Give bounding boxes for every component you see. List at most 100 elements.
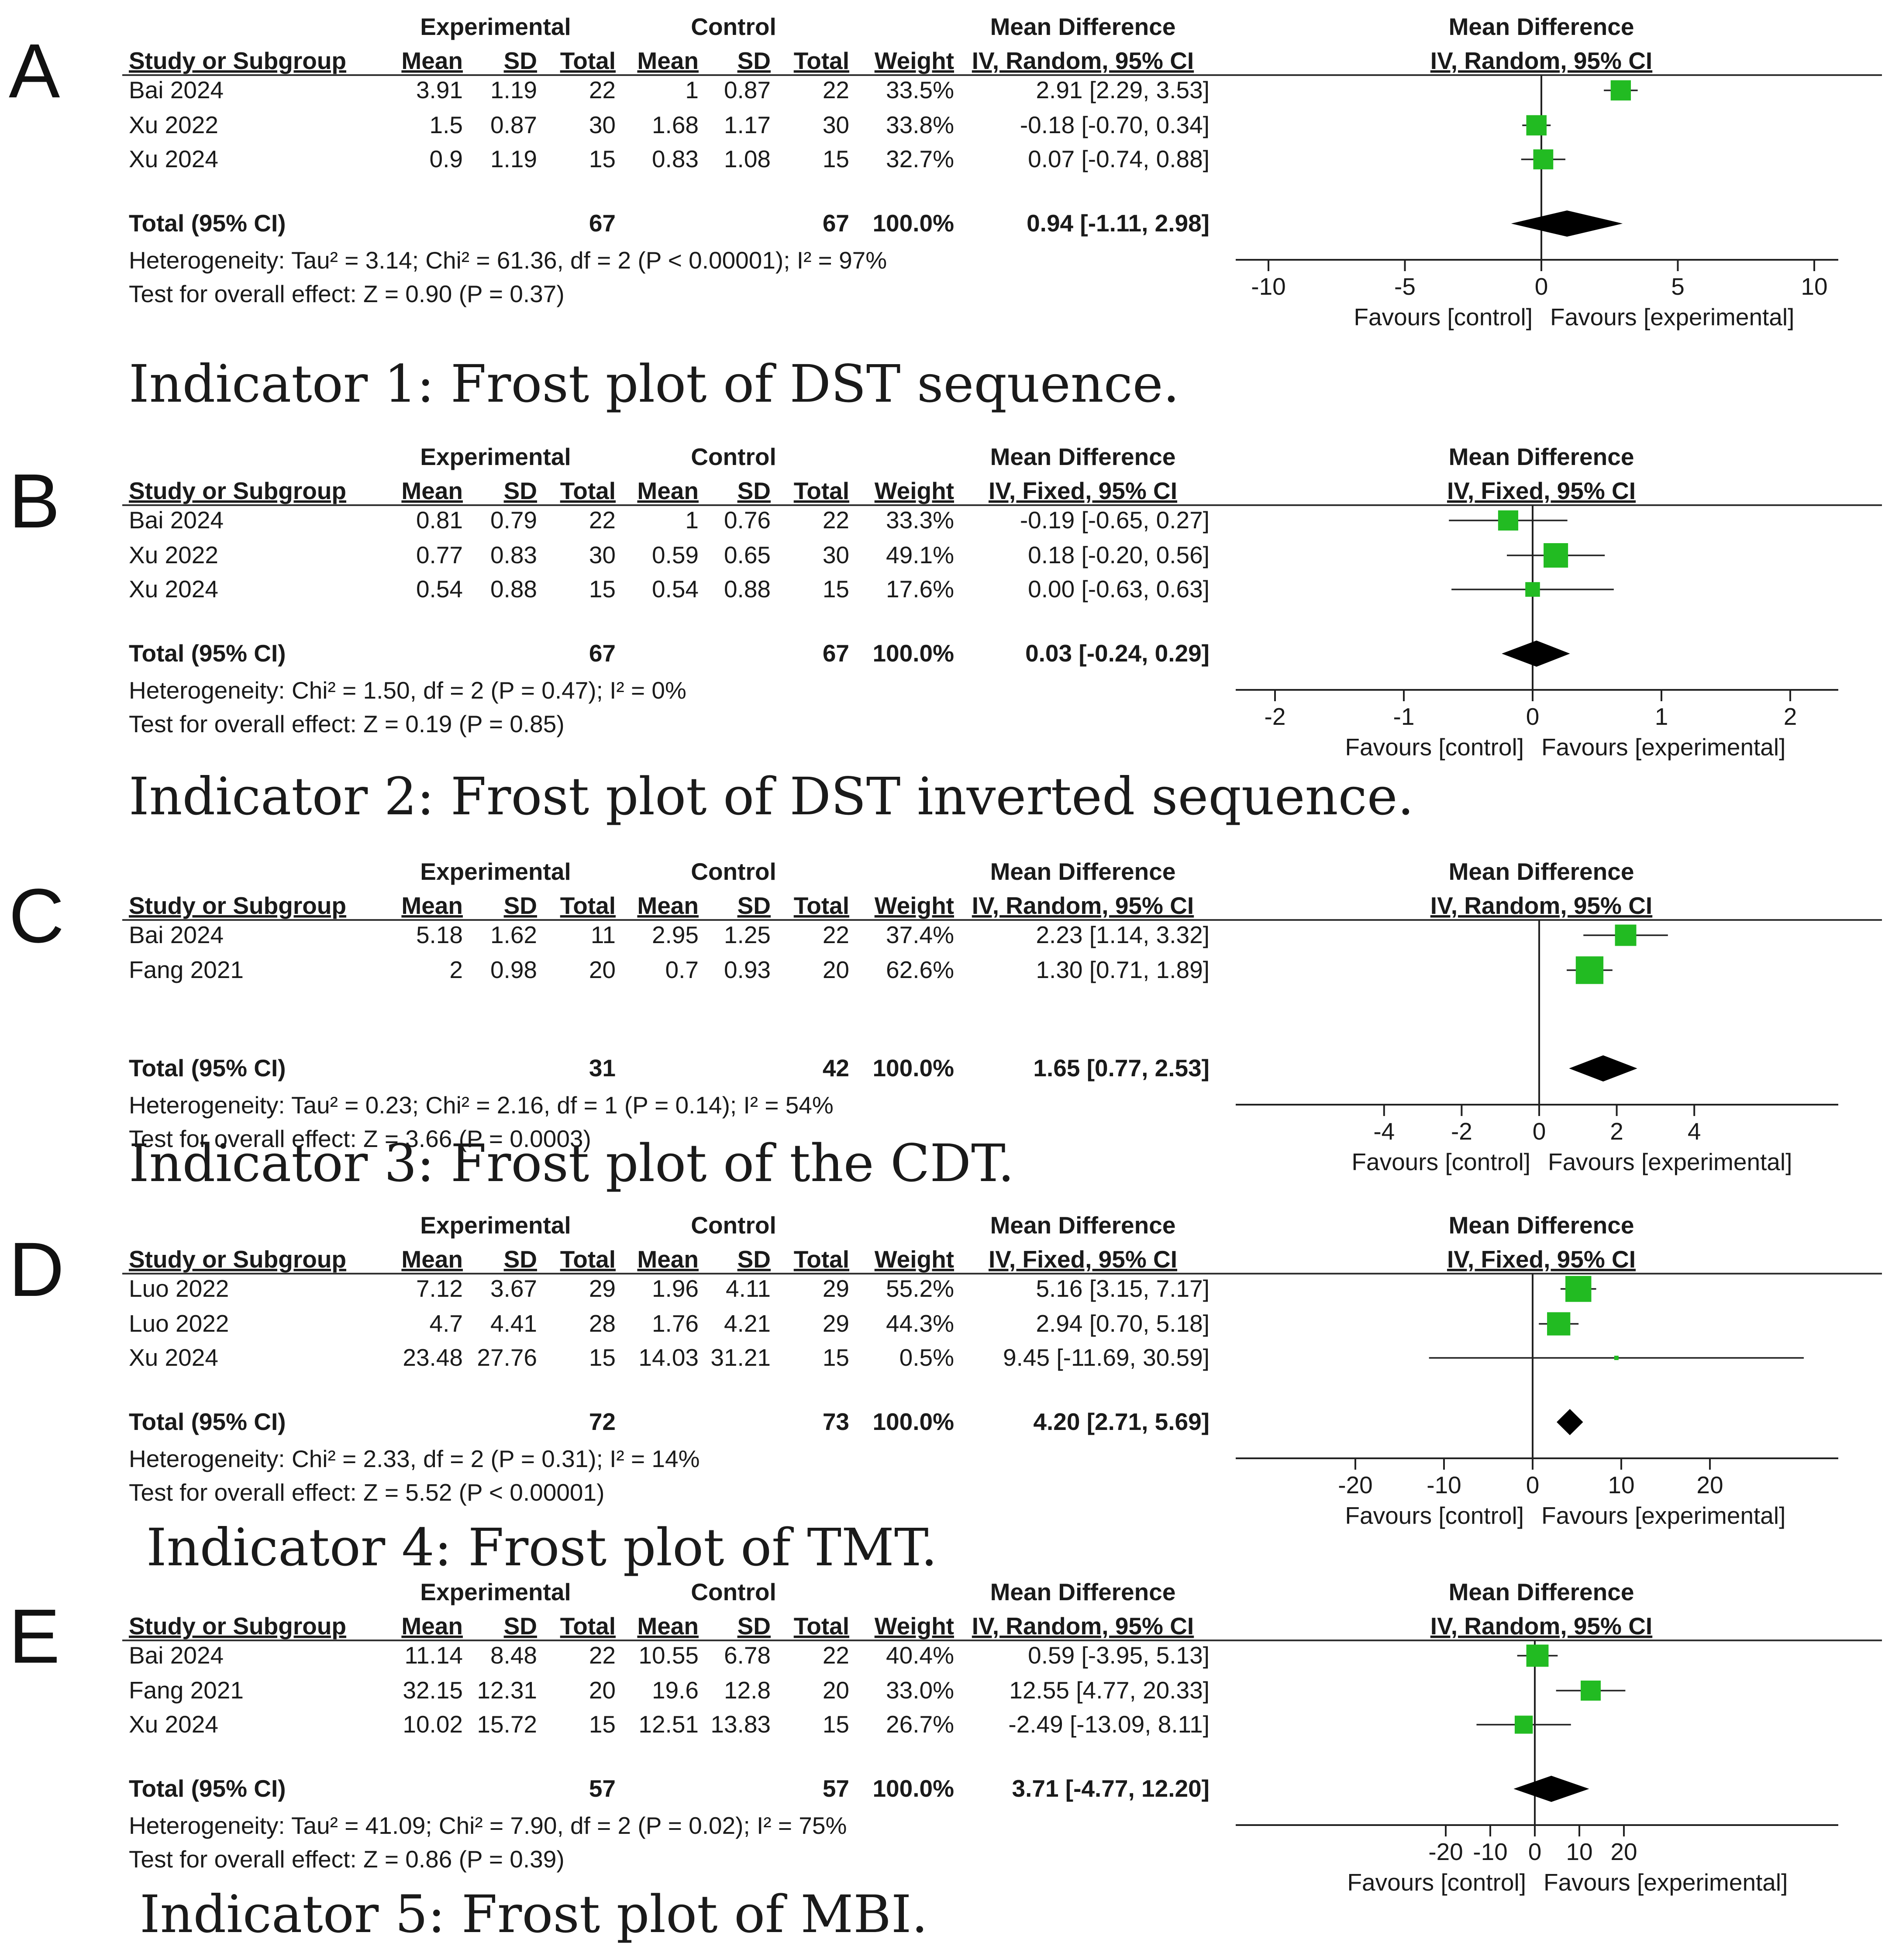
x-tick-label: 2 xyxy=(1610,1118,1623,1145)
exp-mean: 1.5 xyxy=(430,111,463,138)
total-diamond xyxy=(1569,1055,1637,1082)
md-ci: -0.18 [-0.70, 0.34] xyxy=(1020,111,1210,138)
exp-mean: 0.77 xyxy=(416,541,463,568)
ctl-sd: 1.08 xyxy=(724,145,771,172)
md-ci: 2.94 [0.70, 5.18] xyxy=(1036,1310,1210,1337)
col-header-weight: Weight xyxy=(875,892,954,919)
total-weight: 100.0% xyxy=(872,1408,954,1435)
forest-panel-a: A Indicator 1: Frost plot of DST sequence… xyxy=(0,0,1885,410)
study-marker xyxy=(1514,1715,1533,1734)
col-header-mean: Mean xyxy=(401,1246,463,1273)
x-tick-label: -20 xyxy=(1338,1471,1373,1498)
group-header-control: Control xyxy=(691,858,776,885)
ctl-sd: 6.78 xyxy=(724,1642,771,1669)
col-header-md: Mean Difference xyxy=(990,1212,1176,1239)
weight: 49.1% xyxy=(886,541,954,568)
exp-sd: 12.31 xyxy=(477,1677,537,1704)
total-exp: 67 xyxy=(589,210,616,237)
total-exp: 57 xyxy=(589,1775,616,1802)
exp-total: 22 xyxy=(589,506,616,534)
total-weight: 100.0% xyxy=(872,210,954,237)
col-header-weight: Weight xyxy=(875,1246,954,1273)
col-header-md: Mean Difference xyxy=(990,858,1176,885)
exp-mean: 11.14 xyxy=(404,1642,463,1669)
total-exp: 31 xyxy=(589,1054,616,1082)
ctl-mean: 1.68 xyxy=(652,111,699,138)
favours-control: Favours [control] xyxy=(1347,1869,1526,1896)
exp-total: 30 xyxy=(589,111,616,138)
study-name: Bai 2024 xyxy=(129,506,224,534)
col-header-mean: Mean xyxy=(637,1246,699,1273)
col-header-sd: SD xyxy=(504,477,537,504)
col-header-sd: SD xyxy=(504,892,537,919)
overall-effect-text: Test for overall effect: Z = 0.86 (P = 0… xyxy=(129,1846,565,1873)
x-tick-label: 4 xyxy=(1688,1118,1701,1145)
study-marker xyxy=(1533,149,1554,169)
col-header-total: Total xyxy=(794,892,849,919)
plot-header-method: IV, Random, 95% CI xyxy=(1430,892,1652,919)
col-header-study: Study or Subgroup xyxy=(129,477,346,504)
x-tick-label: 0 xyxy=(1528,1838,1542,1865)
study-name: Fang 2021 xyxy=(129,1677,244,1704)
panel-caption: Indicator 4: Frost plot of TMT. xyxy=(146,1517,937,1578)
favours-control: Favours [control] xyxy=(1345,734,1524,761)
group-header-control: Control xyxy=(691,1578,776,1605)
x-tick-label: -5 xyxy=(1394,273,1416,300)
total-ctl: 42 xyxy=(823,1054,849,1082)
exp-mean: 5.18 xyxy=(416,921,463,948)
heterogeneity-text: Heterogeneity: Tau² = 3.14; Chi² = 61.36… xyxy=(129,247,887,274)
exp-mean: 10.02 xyxy=(403,1711,463,1738)
study-name: Luo 2022 xyxy=(129,1310,229,1337)
heterogeneity-text: Heterogeneity: Tau² = 41.09; Chi² = 7.90… xyxy=(129,1812,847,1839)
ctl-sd: 0.76 xyxy=(724,506,771,534)
md-ci: 1.30 [0.71, 1.89] xyxy=(1036,956,1210,983)
total-label: Total (95% CI) xyxy=(129,210,286,237)
ctl-total: 15 xyxy=(823,575,849,603)
ctl-total: 22 xyxy=(823,506,849,534)
ctl-sd: 0.87 xyxy=(724,76,771,103)
ctl-total: 15 xyxy=(823,145,849,172)
group-header-control: Control xyxy=(691,1212,776,1239)
weight: 26.7% xyxy=(886,1711,954,1738)
study-name: Xu 2024 xyxy=(129,1711,218,1738)
col-header-mean: Mean xyxy=(637,1612,699,1640)
exp-total: 29 xyxy=(589,1275,616,1302)
total-label: Total (95% CI) xyxy=(129,1054,286,1082)
group-header-experimental: Experimental xyxy=(420,1212,571,1239)
exp-total: 11 xyxy=(591,921,616,948)
total-exp: 72 xyxy=(589,1408,616,1435)
total-label: Total (95% CI) xyxy=(129,640,286,667)
exp-mean: 2 xyxy=(449,956,463,983)
ctl-sd: 12.8 xyxy=(724,1677,771,1704)
ctl-mean: 0.59 xyxy=(652,541,699,568)
exp-mean: 7.12 xyxy=(416,1275,463,1302)
col-header-sd: SD xyxy=(504,1246,537,1273)
forest-plot-svg: Experimental Control Mean Difference Mean D… xyxy=(122,1578,1882,1896)
total-exp: 67 xyxy=(589,640,616,667)
total-label: Total (95% CI) xyxy=(129,1775,286,1802)
ctl-mean: 0.7 xyxy=(665,956,699,983)
col-header-sd: SD xyxy=(737,47,771,74)
exp-total: 15 xyxy=(589,1344,616,1371)
col-header-total: Total xyxy=(560,892,616,919)
x-tick-label: -20 xyxy=(1428,1838,1463,1865)
ctl-mean: 12.51 xyxy=(638,1711,699,1738)
x-tick-label: 20 xyxy=(1696,1471,1723,1498)
ctl-mean: 10.55 xyxy=(638,1642,699,1669)
weight: 37.4% xyxy=(886,921,954,948)
forest-plot-svg: Experimental Control Mean Difference Mean D… xyxy=(122,1212,1882,1529)
total-diamond xyxy=(1502,641,1570,667)
overall-effect-text: Test for overall effect: Z = 3.66 (P = 0… xyxy=(129,1125,591,1152)
exp-sd: 15.72 xyxy=(477,1711,537,1738)
weight: 33.0% xyxy=(886,1677,954,1704)
plot-header-md: Mean Difference xyxy=(1449,1578,1634,1605)
ctl-total: 20 xyxy=(823,1677,849,1704)
total-md-ci: 1.65 [0.77, 2.53] xyxy=(1033,1054,1210,1082)
panel-caption: Indicator 3: Frost plot of the CDT. xyxy=(129,1133,1014,1193)
ctl-total: 30 xyxy=(823,541,849,568)
ctl-total: 22 xyxy=(823,76,849,103)
col-header-mean: Mean xyxy=(637,477,699,504)
x-tick-label: 1 xyxy=(1655,703,1668,730)
plot-header-method: IV, Random, 95% CI xyxy=(1430,1612,1652,1640)
